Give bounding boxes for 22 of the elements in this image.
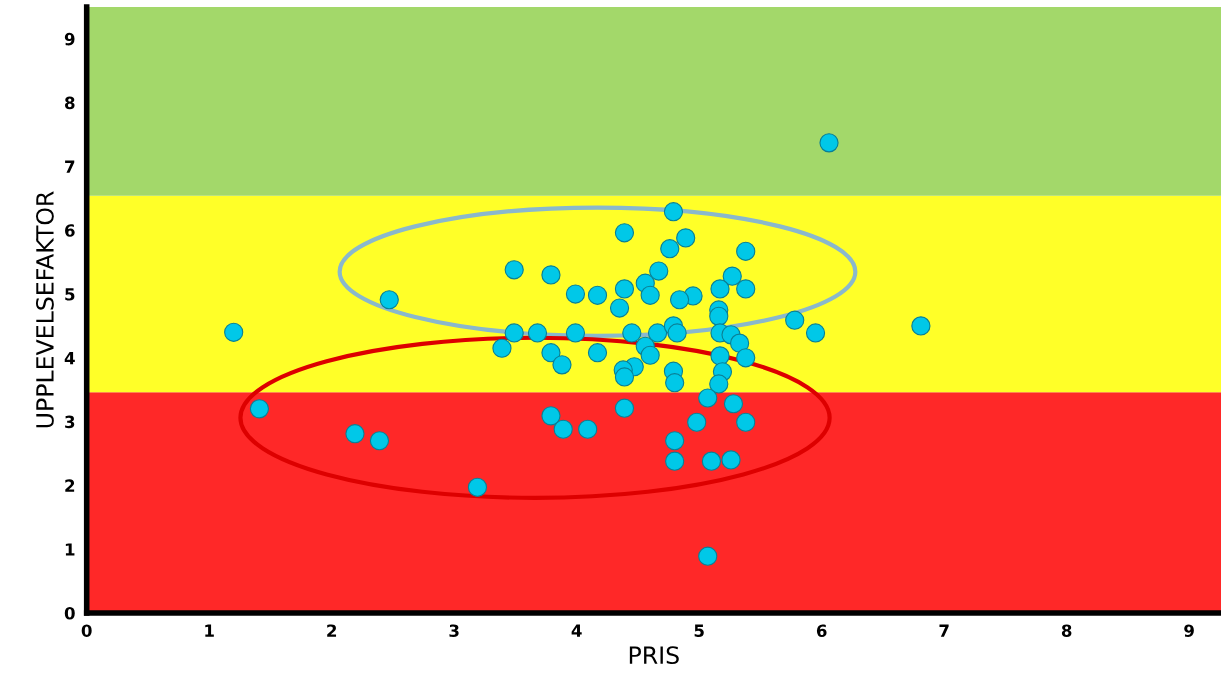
x-tick-label: 9 bbox=[1184, 624, 1194, 637]
x-tick-label: 7 bbox=[939, 624, 949, 637]
x-tick-label: 3 bbox=[449, 624, 459, 637]
y-tick-label: 4 bbox=[64, 352, 75, 365]
y-tick-label: 2 bbox=[65, 479, 75, 492]
x-tick-label: 0 bbox=[81, 624, 92, 637]
x-tick-label: 1 bbox=[205, 624, 214, 637]
y-tick-label: 3 bbox=[65, 415, 75, 429]
x-tick-label: 6 bbox=[816, 624, 827, 637]
y-tick-label: 5 bbox=[65, 288, 75, 301]
y-tick-label: 7 bbox=[65, 160, 75, 173]
x-tick-label: 2 bbox=[327, 624, 337, 637]
x-axis-title: PRIS bbox=[629, 646, 679, 665]
y-tick-label: 6 bbox=[65, 224, 75, 237]
y-tick-label: 9 bbox=[64, 32, 75, 46]
y-tick-label: 1 bbox=[65, 543, 75, 556]
x-tick-label: 8 bbox=[1061, 624, 1072, 637]
y-axis-title: UPPLEVELSEFAKTOR bbox=[35, 191, 54, 428]
y-tick-label: 8 bbox=[65, 96, 75, 110]
x-tick-label: 4 bbox=[571, 624, 582, 637]
y-tick-label: 0 bbox=[64, 606, 75, 620]
x-tick-label: 5 bbox=[694, 624, 704, 637]
